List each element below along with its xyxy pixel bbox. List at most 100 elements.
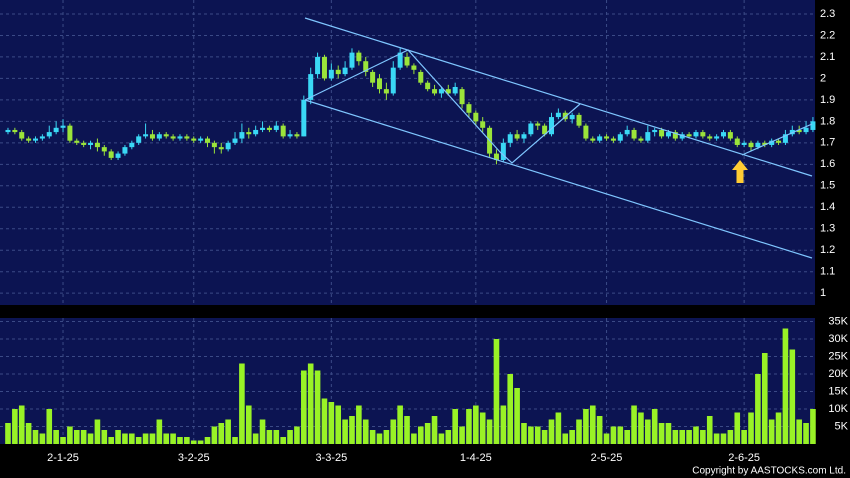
candle-body	[67, 125, 73, 141]
volume-bar	[156, 419, 163, 444]
volume-bar	[720, 433, 727, 444]
volume-bar	[376, 433, 383, 444]
volume-bar	[12, 409, 18, 444]
candle-body	[521, 134, 527, 139]
candle-body	[370, 71, 376, 83]
volume-bar	[135, 437, 142, 444]
volume-bar	[204, 437, 211, 444]
volume-bar	[314, 370, 321, 444]
x-tick-label: 2-1-25	[47, 452, 79, 464]
candle-body	[548, 117, 554, 135]
candle-body	[466, 104, 472, 113]
volume-bar	[507, 374, 514, 444]
arrow	[732, 160, 748, 183]
volume-bar	[645, 419, 651, 444]
candle-body	[700, 132, 706, 137]
volume-bar	[356, 405, 362, 444]
volume-bar	[514, 388, 520, 444]
x-tick-label: 2-6-25	[728, 452, 760, 464]
y-tick-label: 2.1	[820, 51, 835, 63]
y-tick-label: 10K	[828, 403, 848, 415]
candle-body	[624, 129, 630, 135]
volume-bar	[706, 416, 713, 444]
candle-body	[163, 134, 169, 137]
volume-bar	[80, 430, 87, 444]
candle-body	[204, 138, 210, 143]
y-tick-label: 30K	[828, 333, 848, 345]
candle-body	[335, 69, 341, 75]
volume-bar	[775, 412, 782, 444]
candle-body	[321, 56, 327, 79]
volume-bar	[589, 405, 596, 444]
volume-bar	[301, 370, 307, 444]
candle-body	[46, 132, 52, 137]
volume-bar	[170, 433, 176, 444]
candle-body	[26, 138, 32, 141]
y-tick-label: 15K	[828, 385, 848, 397]
candle-body	[535, 123, 541, 126]
x-tick-label: 3-3-25	[315, 452, 347, 464]
y-tick-label: 1.9	[820, 94, 835, 106]
volume-bar	[73, 430, 80, 444]
candle-body	[266, 127, 272, 130]
volume-bar	[108, 437, 114, 444]
candle-body	[432, 89, 438, 94]
candle-body	[555, 112, 561, 118]
candle-body	[583, 125, 589, 139]
candle-body	[349, 52, 355, 68]
candle-body	[94, 142, 100, 148]
volume-bar	[252, 433, 259, 444]
candle-body	[679, 134, 685, 139]
volume-bar	[335, 405, 342, 444]
volume-bar	[349, 416, 355, 444]
candle-body	[803, 127, 809, 133]
candle-body	[404, 56, 410, 66]
volume-bar	[638, 412, 644, 444]
candle-body	[438, 89, 444, 94]
volume-bar	[397, 405, 403, 444]
volume-bar	[53, 430, 59, 444]
candle-body	[184, 136, 190, 139]
candle-body	[390, 67, 396, 94]
volume-bar	[741, 430, 747, 444]
volume-bar	[686, 430, 692, 444]
candle-body	[198, 138, 204, 141]
volume-bar	[342, 419, 348, 444]
volume-bar	[211, 426, 218, 444]
volume-bar	[810, 409, 816, 444]
volume-bar	[569, 430, 575, 444]
candle-body	[500, 142, 506, 161]
y-tick-label: 35K	[828, 315, 848, 327]
volume-bar	[748, 412, 754, 444]
candle-body	[143, 134, 149, 137]
candle-body	[12, 129, 18, 133]
candle-body	[397, 52, 403, 68]
volume-bar	[46, 409, 53, 444]
volume-bar	[761, 353, 768, 444]
candle-body	[610, 138, 616, 141]
volume-bar	[500, 405, 507, 444]
channel-lower	[304, 99, 813, 259]
volume-bar	[190, 440, 197, 444]
volume-bar	[239, 363, 245, 444]
volume-bar	[245, 405, 252, 444]
candle-body	[218, 147, 224, 150]
volume-bar	[789, 349, 796, 444]
candle-body	[659, 129, 665, 137]
x-tick-label: 2-5-25	[591, 452, 623, 464]
candle-body	[425, 82, 431, 90]
volume-bar	[679, 430, 686, 444]
y-tick-label: 1.3	[820, 223, 835, 235]
candle-body	[782, 134, 788, 143]
candle-body	[528, 123, 534, 135]
volume-bar	[18, 405, 25, 444]
volume-bar	[727, 430, 734, 444]
candle-body	[665, 132, 671, 137]
candle-body	[294, 134, 300, 137]
volume-bar	[184, 437, 190, 444]
candle-body	[590, 138, 596, 141]
volume-bar	[60, 437, 66, 444]
candle-body	[101, 147, 107, 152]
volume-bar	[87, 433, 94, 444]
